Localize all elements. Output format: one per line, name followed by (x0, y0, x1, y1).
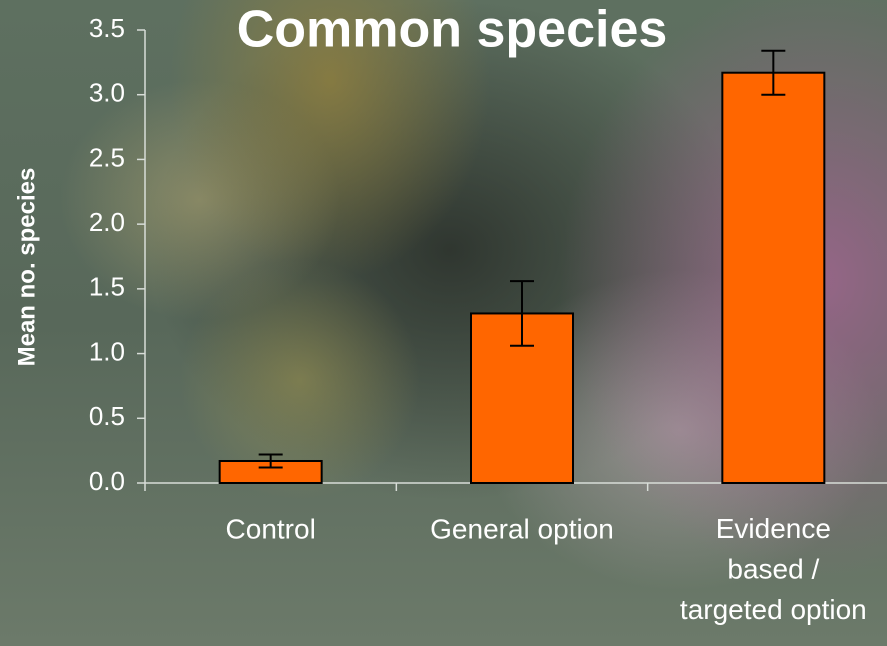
x-tick-label: General option (430, 513, 614, 544)
y-tick-label: 3.5 (89, 13, 125, 43)
y-tick-label: 3.0 (89, 78, 125, 108)
bar (722, 73, 824, 483)
y-tick-label: 0.0 (89, 466, 125, 496)
y-tick-label: 1.0 (89, 336, 125, 366)
y-tick-label: 2.5 (89, 142, 125, 172)
y-axis-label: Mean no. species (13, 168, 40, 367)
slide: Common species Mean no. species 0.0 0.5 1.… (0, 0, 887, 646)
y-tick-label: 2.0 (89, 207, 125, 237)
y-tick-label: 0.5 (89, 401, 125, 431)
chart-title: Common species (237, 1, 668, 59)
chart: Common species Mean no. species 0.0 0.5 1.… (0, 0, 887, 646)
y-tick-label: 1.5 (89, 272, 125, 302)
x-tick-label: Control (226, 513, 316, 544)
